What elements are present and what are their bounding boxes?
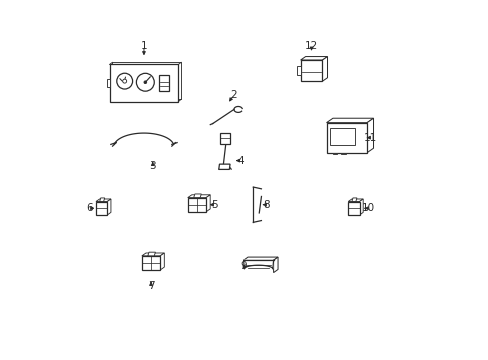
Text: 4: 4: [237, 156, 243, 166]
Polygon shape: [351, 198, 356, 202]
Polygon shape: [193, 194, 201, 198]
Text: 10: 10: [361, 203, 374, 213]
Text: 5: 5: [211, 200, 217, 210]
Polygon shape: [340, 153, 345, 154]
Text: 12: 12: [305, 41, 318, 51]
Polygon shape: [329, 128, 354, 145]
Text: 11: 11: [364, 133, 377, 143]
Polygon shape: [366, 118, 373, 153]
Text: 8: 8: [263, 200, 269, 210]
Polygon shape: [326, 123, 366, 153]
Polygon shape: [243, 257, 278, 260]
Polygon shape: [160, 253, 164, 270]
Polygon shape: [142, 253, 164, 256]
Polygon shape: [243, 260, 273, 269]
Polygon shape: [147, 252, 155, 256]
Text: 7: 7: [147, 281, 154, 291]
Polygon shape: [300, 57, 327, 60]
Circle shape: [136, 73, 154, 91]
Polygon shape: [359, 199, 363, 215]
Polygon shape: [100, 198, 104, 202]
Circle shape: [122, 79, 126, 83]
Polygon shape: [96, 199, 111, 202]
Polygon shape: [218, 164, 229, 170]
Polygon shape: [300, 60, 322, 81]
Polygon shape: [142, 256, 160, 270]
Polygon shape: [187, 195, 210, 198]
Polygon shape: [322, 57, 327, 81]
Polygon shape: [107, 199, 111, 215]
Circle shape: [117, 73, 132, 89]
Polygon shape: [109, 64, 178, 102]
Polygon shape: [159, 75, 168, 91]
Polygon shape: [296, 66, 300, 75]
Polygon shape: [347, 199, 363, 202]
Polygon shape: [187, 198, 205, 212]
Text: 6: 6: [86, 203, 92, 213]
Text: 9: 9: [240, 261, 246, 271]
Text: 3: 3: [149, 161, 156, 171]
Polygon shape: [205, 195, 210, 212]
Polygon shape: [326, 118, 373, 123]
Polygon shape: [347, 202, 359, 215]
Polygon shape: [220, 133, 229, 144]
Polygon shape: [332, 153, 337, 154]
Polygon shape: [273, 257, 278, 273]
Polygon shape: [107, 78, 109, 87]
Polygon shape: [112, 62, 181, 99]
Text: 1: 1: [141, 41, 147, 51]
Polygon shape: [96, 202, 107, 215]
Text: 2: 2: [229, 90, 236, 100]
Circle shape: [143, 81, 146, 84]
